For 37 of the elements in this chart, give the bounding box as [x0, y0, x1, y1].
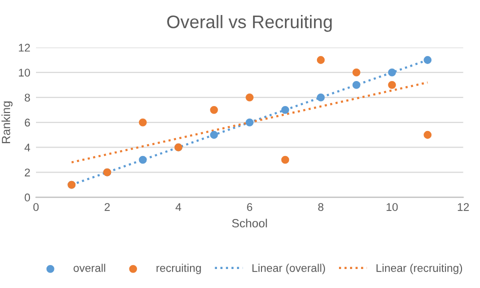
y-tick-label: 6 — [24, 118, 30, 127]
x-tick-label: 2 — [104, 203, 110, 211]
legend-label: Linear (overall) — [252, 264, 325, 274]
y-tick-label: 10 — [18, 68, 30, 77]
y-axis-title: Ranking — [2, 102, 13, 144]
point — [316, 56, 325, 64]
point — [246, 93, 254, 102]
y-tick-label: 0 — [24, 194, 30, 202]
x-tick-label: 4 — [176, 203, 182, 211]
point — [246, 118, 254, 126]
point — [388, 81, 396, 89]
point — [138, 118, 147, 126]
y-tick-label: 8 — [24, 94, 30, 102]
legend-label: overall — [74, 264, 106, 272]
x-tick-label: 8 — [318, 203, 324, 211]
y-tick-label: 2 — [24, 168, 30, 176]
point — [352, 68, 360, 76]
point — [316, 93, 325, 102]
point — [281, 106, 290, 114]
y-tick-label: 12 — [18, 44, 30, 52]
x-axis-title: School — [232, 218, 267, 228]
x-tick-label: 6 — [247, 203, 252, 211]
x-tick-label: 0 — [33, 203, 39, 211]
x-tick-label: 12 — [458, 203, 469, 211]
point — [281, 156, 290, 164]
y-tick-label: 4 — [24, 144, 30, 152]
point — [138, 156, 147, 164]
point — [388, 68, 396, 76]
point — [424, 130, 432, 139]
point — [352, 81, 360, 89]
legend-label: Linear (recruiting) — [376, 264, 462, 274]
x-tick-label: 10 — [386, 203, 398, 211]
point — [210, 130, 218, 139]
legend-label: recruiting — [156, 264, 201, 274]
chart-title: Overall vs Recruiting — [167, 14, 332, 32]
point — [424, 56, 432, 64]
point — [210, 106, 218, 114]
